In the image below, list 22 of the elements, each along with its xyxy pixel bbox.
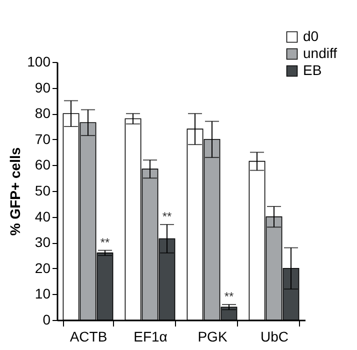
y-tick-label: 40 [34,208,51,224]
y-tick-label: 10 [34,286,51,302]
legend-label: undiff [303,45,338,61]
y-tick-label: 70 [34,130,51,147]
x-tick-label: ACTB [70,328,108,344]
y-tick-label: 0 [42,312,51,328]
x-tick-label: EF1α [134,328,168,344]
annotation: ** [224,290,234,304]
y-tick-label: 20 [34,260,51,276]
legend-label: d0 [303,28,319,44]
annotation: ** [162,210,172,224]
y-tick-label: 60 [34,156,51,173]
legend-label: EB [303,62,322,78]
annotation: ** [100,235,110,250]
y-tick-label: 50 [34,182,51,198]
y-tick-label: 90 [34,79,51,96]
y-tick-label: 80 [34,105,51,122]
y-tick-label: 30 [34,234,51,250]
y-tick-label: 100 [27,54,51,70]
x-tick-label: PGK [198,328,228,344]
x-tick-label: UbC [260,328,289,344]
y-axis-title: % GFP+ cells [7,147,24,236]
